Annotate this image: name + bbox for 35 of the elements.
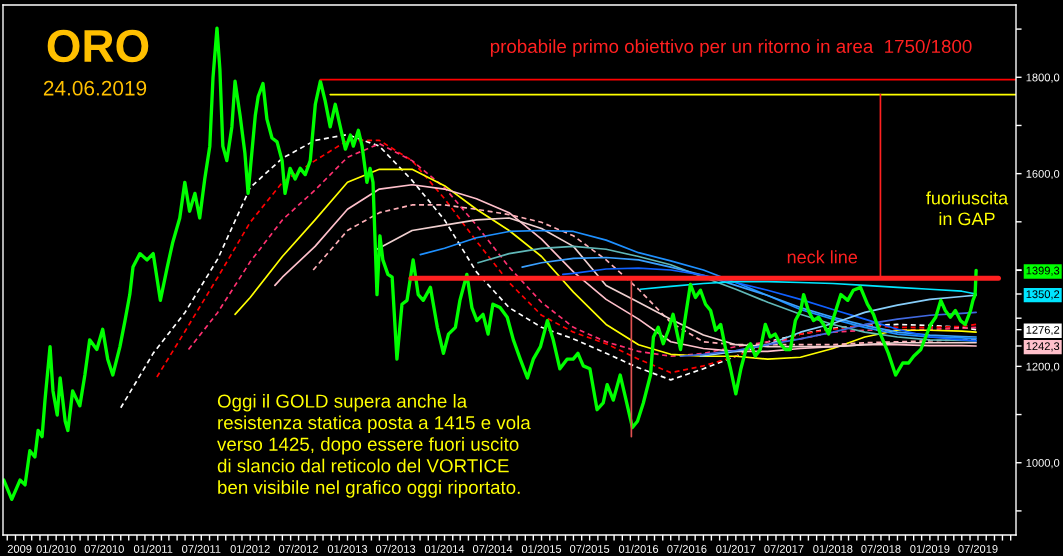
annotation: probabile primo obiettivo per un ritorno in area 1750/1800 xyxy=(490,39,972,57)
x-tick-label: 01/2012 xyxy=(230,544,270,553)
x-tick-label: 07/2017 xyxy=(764,544,804,553)
x-tick-label: 07/2015 xyxy=(570,544,610,553)
text: 24.06.2019 xyxy=(43,80,147,96)
x-tick-label: 01/2016 xyxy=(618,544,659,553)
x-tick-label: 07/2016 xyxy=(667,544,707,553)
y-tick-label: 1800,0 xyxy=(1026,73,1060,83)
y-tick-label: 1000,0 xyxy=(1026,458,1060,469)
x-tick-label: 01/2013 xyxy=(327,544,368,553)
x-tick-label: 07/2010 xyxy=(84,544,124,553)
y-tick-label: 1600,0 xyxy=(1026,169,1060,180)
y-tick-label: 1200,0 xyxy=(1026,362,1060,372)
x-tick-label: 07/2012 xyxy=(278,544,319,553)
x-tick-label: 01/2017 xyxy=(716,544,756,553)
x-tick-label: 2009 xyxy=(7,545,32,553)
y-tick-label: 1350,2 xyxy=(1026,290,1060,300)
x-tick-label: 01/2011 xyxy=(133,544,173,553)
y-tick-label: 1242,3 xyxy=(1026,342,1060,352)
annotation: Oggi il GOLD supera anche la resistenza statica posta a 1415 e vola verso 1425, dopo essere fuori uscito di slancio dal reticolo del VORTICE ben visibile nel grafico oggi riportato. xyxy=(217,394,531,498)
x-tick-label: 01/2010 xyxy=(36,544,76,553)
x-tick-label: 07/2011 xyxy=(182,544,221,553)
annotation: fuoriuscita in GAP xyxy=(926,191,1009,226)
x-tick-label: 01/2018 xyxy=(813,544,853,553)
x-tick-label: 07/2019 xyxy=(958,544,998,553)
x-tick-label: 07/2018 xyxy=(861,544,901,553)
x-tick-label: 01/2019 xyxy=(910,544,950,553)
x-tick-label: 07/2014 xyxy=(472,544,513,553)
x-tick-label: 07/2013 xyxy=(375,544,416,553)
series-label: neck line xyxy=(787,250,858,264)
chart-title: ORO xyxy=(47,29,149,63)
y-tick-label: 1276,2 xyxy=(1026,325,1060,336)
y-tick-label: 1399,3 xyxy=(1026,266,1060,276)
x-tick-label: 01/2014 xyxy=(424,544,465,553)
x-tick-label: 01/2015 xyxy=(521,544,562,553)
